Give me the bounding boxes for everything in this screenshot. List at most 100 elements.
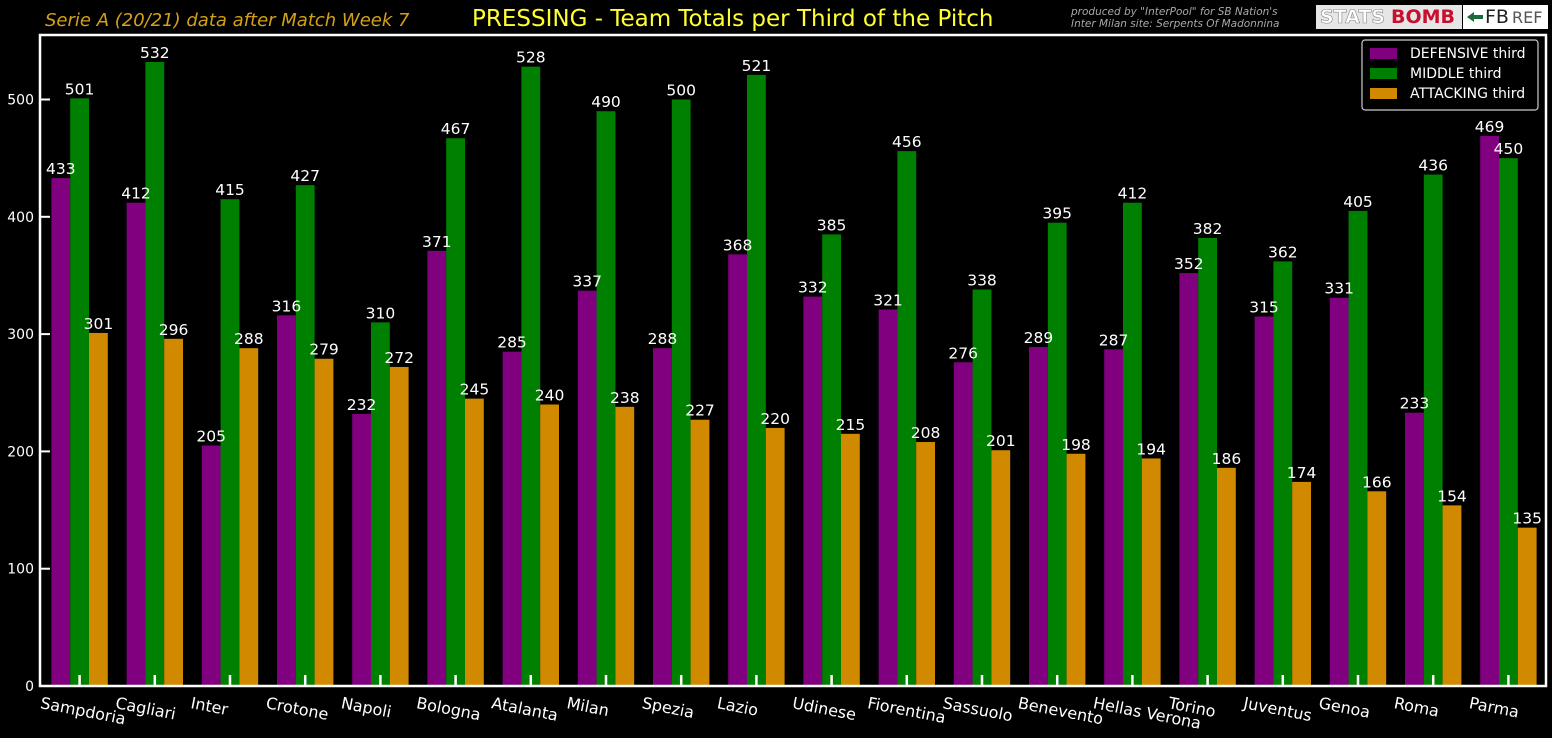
value-label: 490: [591, 93, 621, 111]
value-label: 412: [1118, 185, 1148, 203]
value-label: 238: [610, 389, 640, 407]
bar-defensive-sampdoria: [51, 178, 71, 686]
chart-title: PRESSING - Team Totals per Third of the …: [472, 6, 994, 32]
value-label: 154: [1437, 487, 1467, 505]
bar-middle-udinese: [822, 234, 841, 687]
value-label: 310: [366, 304, 396, 322]
bar-attacking-napoli: [389, 366, 409, 686]
bar-defensive-sassuolo: [953, 362, 973, 686]
bar-attacking-sassuolo: [991, 450, 1011, 686]
value-label: 450: [1494, 140, 1524, 158]
value-label: 332: [798, 279, 828, 297]
value-label: 331: [1324, 280, 1354, 298]
value-label: 232: [347, 396, 377, 414]
x-tick-label-spezia: Spezia: [640, 693, 695, 722]
legend-label: DEFENSIVE third: [1410, 46, 1526, 62]
bar-defensive-udinese: [803, 296, 823, 686]
value-label: 205: [196, 428, 226, 446]
y-tick-label: 100: [7, 562, 34, 578]
value-label: 198: [1061, 436, 1091, 454]
value-label: 371: [422, 233, 452, 251]
statsbomb-logo-part-b: BOMB: [1391, 6, 1456, 28]
bar-middle-sampdoria: [70, 98, 89, 687]
bar-attacking-hellas-verona: [1141, 458, 1161, 686]
bar-defensive-atalanta: [502, 351, 522, 686]
legend-swatch: [1370, 68, 1397, 79]
value-label: 385: [817, 216, 847, 234]
value-label: 368: [723, 236, 753, 254]
bar-attacking-fiorentina: [916, 442, 935, 686]
y-tick-label: 300: [7, 327, 34, 343]
bar-middle-milan: [596, 111, 616, 687]
statsbomb-logo-part-a: STATS: [1320, 6, 1386, 29]
value-label: 412: [121, 185, 151, 203]
value-label: 395: [1042, 205, 1072, 223]
value-label: 220: [760, 410, 790, 428]
bar-middle-benevento: [1047, 222, 1067, 687]
bar-middle-spezia: [671, 99, 691, 687]
credit-line-1: produced by "InterPool" for SB Nation's: [1071, 6, 1278, 18]
bar-defensive-lazio: [728, 254, 747, 686]
bar-defensive-roma: [1405, 412, 1424, 686]
bar-defensive-spezia: [653, 348, 672, 686]
value-label: 352: [1174, 255, 1204, 273]
legend-swatch: [1370, 48, 1397, 59]
value-label: 174: [1287, 464, 1317, 482]
value-label: 532: [140, 44, 170, 62]
bar-defensive-cagliari: [126, 202, 146, 686]
bar-attacking-milan: [615, 406, 635, 686]
x-tick-label-sassuolo: Sassuolo: [941, 693, 1014, 725]
value-label: 362: [1268, 243, 1298, 261]
fbref-logo: FB REF: [1463, 5, 1548, 29]
value-label: 272: [384, 349, 414, 367]
bar-defensive-juventus: [1254, 316, 1274, 686]
value-label: 382: [1193, 220, 1223, 238]
bar-defensive-benevento: [1029, 347, 1048, 686]
bar-defensive-napoli: [352, 413, 371, 686]
x-tick-label-atalanta: Atalanta: [490, 693, 560, 724]
value-label: 215: [836, 416, 866, 434]
credit-line-2: Inter Milan site: Serpents Of Madonnina: [1071, 18, 1280, 30]
value-label: 245: [460, 381, 490, 399]
x-tick-label-udinese: Udinese: [791, 693, 858, 724]
y-tick-label: 400: [7, 210, 34, 226]
bar-middle-hellas-verona: [1123, 202, 1142, 686]
value-label: 321: [873, 291, 903, 309]
value-label: 296: [159, 321, 189, 339]
value-label: 500: [666, 82, 696, 100]
value-label: 201: [986, 432, 1016, 450]
value-label: 315: [1249, 299, 1279, 317]
value-label: 208: [911, 424, 941, 442]
bar-attacking-udinese: [841, 433, 860, 686]
bar-defensive-torino: [1179, 273, 1199, 686]
value-label: 501: [65, 80, 95, 98]
bar-middle-inter: [220, 199, 240, 686]
bar-middle-napoli: [371, 322, 390, 686]
bar-attacking-juventus: [1292, 481, 1311, 686]
x-tick-label-fiorentina: Fiorentina: [866, 693, 947, 727]
bar-attacking-inter: [239, 348, 259, 686]
bar-attacking-roma: [1442, 505, 1462, 686]
bar-attacking-torino: [1217, 467, 1236, 686]
value-label: 337: [572, 273, 602, 291]
value-label: 316: [272, 297, 302, 315]
bar-middle-parma: [1499, 158, 1518, 686]
value-label: 467: [441, 120, 471, 138]
bar-attacking-spezia: [690, 419, 710, 686]
bar-attacking-sampdoria: [89, 332, 108, 686]
value-label: 227: [685, 402, 715, 420]
value-label: 436: [1418, 157, 1448, 175]
value-label: 405: [1343, 193, 1373, 211]
bar-defensive-crotone: [277, 315, 296, 686]
legend-label: ATTACKING third: [1410, 86, 1525, 102]
value-label: 415: [215, 181, 245, 199]
legend-box: [1361, 39, 1539, 111]
bar-defensive-bologna: [427, 250, 447, 686]
bar-attacking-parma: [1517, 527, 1537, 686]
value-label: 285: [497, 334, 527, 352]
bar-defensive-hellas-verona: [1104, 349, 1123, 686]
bar-defensive-genoa: [1329, 297, 1349, 686]
legend-label: MIDDLE third: [1410, 66, 1502, 82]
